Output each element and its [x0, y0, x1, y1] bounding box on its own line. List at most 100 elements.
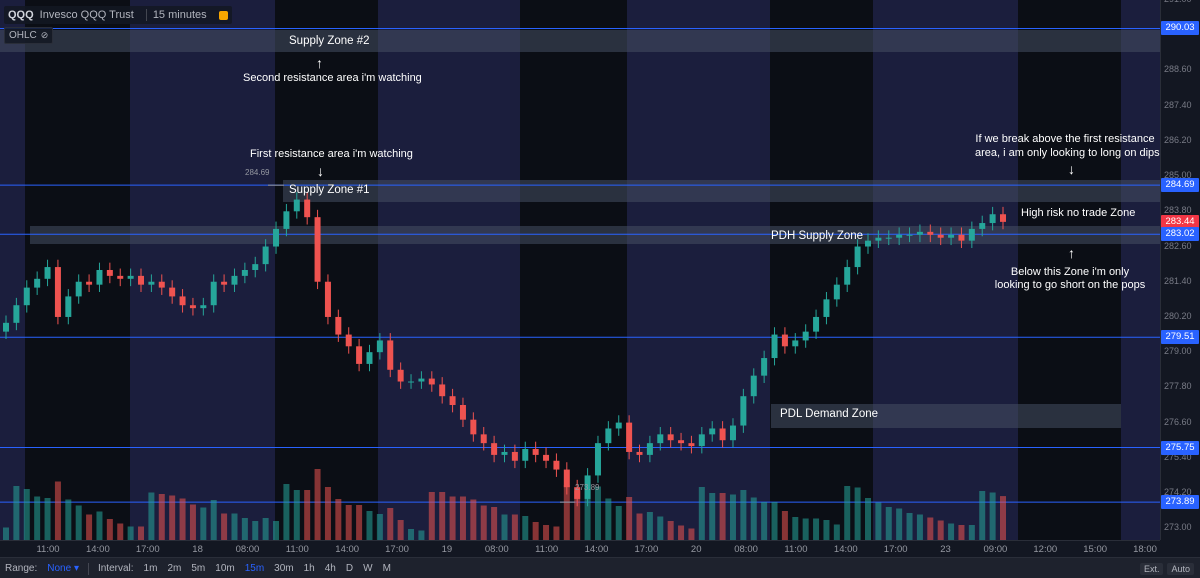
candle[interactable]: [584, 475, 591, 499]
candle[interactable]: [813, 316, 820, 332]
candle[interactable]: [221, 281, 228, 285]
candle[interactable]: [740, 396, 747, 426]
candle[interactable]: [138, 275, 145, 285]
price-tag[interactable]: 283.02: [1161, 227, 1199, 242]
symbol-ticker[interactable]: QQQ: [8, 9, 34, 21]
candle[interactable]: [210, 281, 217, 306]
candle[interactable]: [594, 443, 601, 476]
candle[interactable]: [501, 451, 508, 455]
candle[interactable]: [657, 434, 664, 444]
interval-button-1h[interactable]: 1h: [303, 563, 315, 574]
candle[interactable]: [833, 284, 840, 300]
candle[interactable]: [750, 375, 757, 397]
candle[interactable]: [615, 422, 622, 429]
interval-label[interactable]: 15 minutes: [152, 9, 207, 21]
candle[interactable]: [761, 358, 768, 376]
candle[interactable]: [875, 237, 882, 241]
candle[interactable]: [864, 240, 871, 247]
candle[interactable]: [937, 234, 944, 238]
candle[interactable]: [179, 296, 186, 306]
candle[interactable]: [459, 405, 466, 420]
candle[interactable]: [678, 440, 685, 444]
candle[interactable]: [127, 275, 134, 279]
candle[interactable]: [927, 231, 934, 235]
candle[interactable]: [989, 214, 996, 224]
candle[interactable]: [823, 299, 830, 317]
candle[interactable]: [948, 234, 955, 238]
candle[interactable]: [792, 340, 799, 347]
candle[interactable]: [13, 305, 20, 323]
candle[interactable]: [688, 443, 695, 447]
candle[interactable]: [439, 384, 446, 397]
candle[interactable]: [553, 460, 560, 470]
candle[interactable]: [480, 434, 487, 444]
range-select[interactable]: None ▾: [42, 563, 84, 574]
candle[interactable]: [356, 346, 363, 364]
candle[interactable]: [314, 217, 321, 282]
candle[interactable]: [709, 428, 716, 435]
candle[interactable]: [543, 454, 550, 461]
candle[interactable]: [885, 237, 892, 239]
candle[interactable]: [44, 267, 51, 279]
candle[interactable]: [387, 340, 394, 370]
interval-button-2m[interactable]: 2m: [167, 563, 182, 574]
market-status-icon[interactable]: [218, 10, 228, 20]
candle[interactable]: [729, 425, 736, 441]
candle[interactable]: [54, 267, 61, 317]
candle[interactable]: [408, 381, 415, 383]
candle[interactable]: [34, 278, 41, 288]
symbol-header[interactable]: QQQ Invesco QQQ Trust 15 minutes: [4, 6, 232, 24]
price-tag[interactable]: 273.89: [1161, 495, 1199, 510]
candle[interactable]: [397, 369, 404, 382]
candle[interactable]: [283, 211, 290, 229]
candle[interactable]: [636, 451, 643, 455]
interval-button-D[interactable]: D: [345, 563, 354, 574]
interval-button-10m[interactable]: 10m: [215, 563, 235, 574]
candle[interactable]: [667, 434, 674, 441]
candle[interactable]: [470, 419, 477, 435]
candle[interactable]: [200, 305, 207, 309]
candle[interactable]: [844, 267, 851, 285]
candle[interactable]: [771, 334, 778, 359]
interval-button-W[interactable]: W: [363, 563, 373, 574]
candle[interactable]: [65, 296, 72, 317]
candle[interactable]: [3, 322, 9, 332]
ext-button[interactable]: Ext.: [1139, 562, 1164, 575]
candle[interactable]: [106, 270, 113, 276]
candle[interactable]: [366, 352, 373, 364]
candle[interactable]: [563, 469, 570, 488]
candle[interactable]: [906, 234, 913, 236]
candle[interactable]: [23, 287, 30, 306]
interval-button-30m[interactable]: 30m: [274, 563, 294, 574]
candle[interactable]: [96, 270, 103, 285]
candle[interactable]: [896, 234, 903, 238]
candle[interactable]: [117, 275, 124, 279]
price-tag[interactable]: 284.69: [1161, 178, 1199, 193]
candle[interactable]: [86, 281, 93, 285]
candle[interactable]: [324, 281, 331, 317]
candle[interactable]: [252, 264, 259, 270]
candle[interactable]: [189, 305, 196, 309]
candle[interactable]: [968, 228, 975, 241]
candle[interactable]: [241, 270, 248, 276]
chart-plot-area[interactable]: Supply Zone #2 ↑ Second resistance area …: [0, 0, 1160, 540]
candle[interactable]: [418, 378, 425, 382]
candle[interactable]: [491, 443, 498, 455]
interval-button-1m[interactable]: 1m: [143, 563, 158, 574]
candle[interactable]: [979, 223, 986, 229]
candle[interactable]: [916, 231, 923, 235]
interval-button-M[interactable]: M: [382, 563, 391, 574]
price-tag[interactable]: 275.75: [1161, 440, 1199, 455]
candle[interactable]: [605, 428, 612, 444]
supply-zone-2[interactable]: [0, 30, 1160, 52]
auto-button[interactable]: Auto: [1167, 562, 1194, 575]
candle[interactable]: [169, 287, 176, 297]
candle[interactable]: [75, 281, 82, 297]
interval-button-5m[interactable]: 5m: [191, 563, 206, 574]
candle[interactable]: [158, 281, 165, 288]
candle[interactable]: [231, 275, 238, 285]
price-tag[interactable]: 290.03: [1161, 21, 1199, 36]
candle[interactable]: [335, 316, 342, 335]
candle[interactable]: [781, 334, 788, 347]
price-tag[interactable]: 283.44: [1161, 214, 1199, 229]
